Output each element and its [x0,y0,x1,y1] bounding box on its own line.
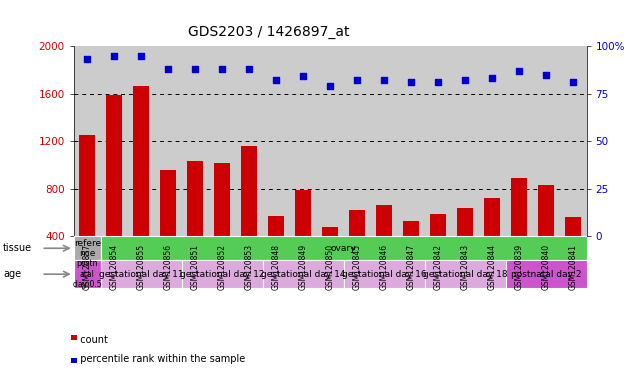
Bar [457,208,473,284]
Text: refere
nce: refere nce [74,238,101,258]
Text: gestational day 11: gestational day 11 [99,270,183,279]
Bar [71,335,78,340]
Point [433,79,443,85]
Bar [133,86,149,284]
Bar [295,190,312,284]
Bar [424,260,506,288]
Text: tissue: tissue [3,243,32,253]
Point [136,53,146,59]
Point [568,79,578,85]
Text: postnatal day 2: postnatal day 2 [511,270,581,279]
Bar [241,146,257,284]
Bar [349,210,365,284]
Text: ovary: ovary [331,244,356,253]
Bar [71,358,78,363]
Text: postn
atal
day 0.5: postn atal day 0.5 [73,259,101,289]
Bar [74,260,101,288]
Point [460,77,470,83]
Point [163,66,173,72]
Text: age: age [3,269,21,279]
Bar [74,236,101,260]
Point [109,53,119,59]
Bar [187,161,203,284]
Bar [565,217,581,284]
Bar [160,170,176,284]
Bar [484,198,500,284]
Point [217,66,228,72]
Text: percentile rank within the sample: percentile rank within the sample [74,354,245,364]
Point [298,73,308,79]
Bar [181,260,263,288]
Point [271,77,281,83]
Text: gestational day 18: gestational day 18 [423,270,508,279]
Bar [268,216,284,284]
Bar [214,162,230,284]
Text: GDS2203 / 1426897_at: GDS2203 / 1426897_at [188,25,350,39]
Point [514,68,524,74]
Point [487,75,497,81]
Bar [344,260,424,288]
Bar [506,260,587,288]
Bar [376,205,392,284]
Text: gestational day 16: gestational day 16 [342,270,426,279]
Bar [538,185,554,284]
Point [244,66,254,72]
Text: gestational day 14: gestational day 14 [261,270,345,279]
Bar [106,95,122,284]
Bar [263,260,344,288]
Text: count: count [74,335,108,345]
Bar [101,260,181,288]
Bar [322,227,338,284]
Bar [511,178,527,284]
Point [352,77,362,83]
Point [325,83,335,89]
Bar [403,221,419,284]
Point [82,56,92,63]
Point [190,66,200,72]
Bar [430,214,446,284]
Point [379,77,389,83]
Text: gestational day 12: gestational day 12 [180,270,264,279]
Point [541,71,551,78]
Point [406,79,416,85]
Bar [79,135,96,284]
